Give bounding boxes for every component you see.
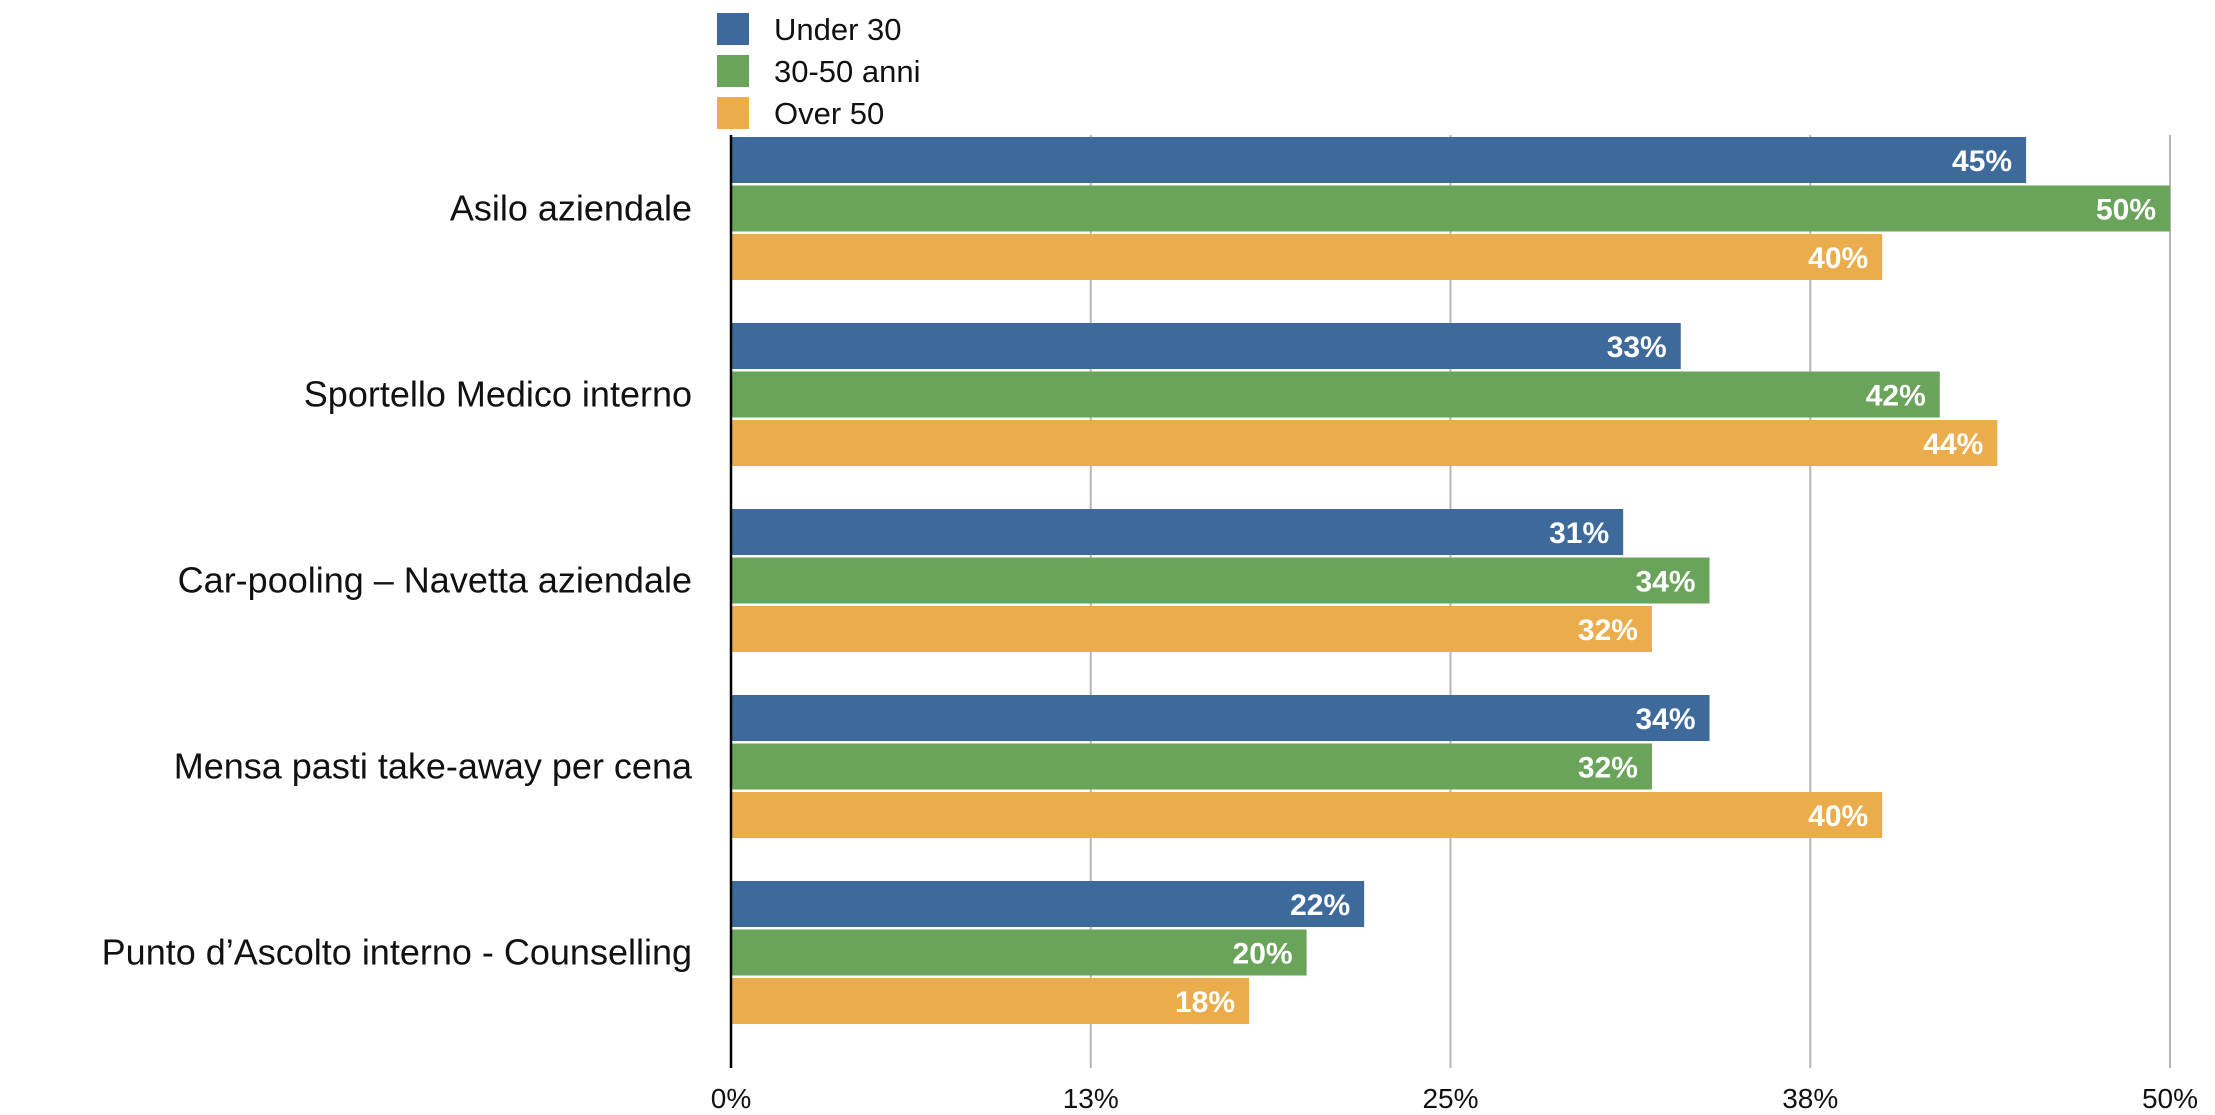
bar [731,557,1710,604]
bar [731,881,1365,927]
axis-layer: 0% 13% 25% 38% 50% Asilo aziendale Sportello M… [102,135,2198,1114]
bar-value-label: 31% [1549,517,1609,550]
x-tick-label: 25% [1422,1083,1478,1110]
category-label: Car-pooling – Navetta aziendale [178,560,692,601]
bar [731,509,1624,555]
bar-value-label: 42% [1866,380,1926,413]
category-label: Mensa pasti take-away per cena [174,746,693,787]
x-tick-label: 13% [1063,1083,1119,1110]
bar-value-label: 18% [1175,986,1235,1019]
bar-value-label: 45% [1952,145,2012,178]
bar [731,371,1940,418]
bar-value-label: 32% [1578,614,1638,647]
bar [731,929,1307,976]
bar [731,606,1652,652]
legend-swatch [717,97,749,129]
bar-value-label: 44% [1923,428,1983,461]
bar-value-label: 34% [1635,703,1695,736]
x-tick-label: 50% [2142,1083,2198,1110]
bar-value-label: 20% [1233,938,1293,971]
bar [731,420,1998,466]
bar-value-label: 34% [1635,566,1695,599]
category-label: Sportello Medico interno [304,374,692,415]
legend-label: 30-50 anni [774,54,921,89]
legend-swatch [717,55,749,87]
bar-value-label: 40% [1808,242,1868,275]
x-tick-label: 0% [711,1083,751,1110]
bar [731,137,2027,183]
bar [731,743,1652,790]
bar [731,234,1883,280]
category-label: Asilo aziendale [450,188,692,229]
legend-label: Under 30 [774,12,902,47]
bar-value-label: 50% [2096,194,2156,227]
bar [731,185,2170,232]
bar-value-label: 22% [1290,889,1350,922]
bars-layer: 45% 50% 40% 33% 42% 44% 31% 34% 32% 34% 32% 40% 22% 2… [731,137,2170,1024]
legend-swatch [717,13,749,45]
bar-value-label: 33% [1607,331,1667,364]
bar [731,323,1681,369]
bar [731,978,1250,1024]
legend-label: Over 50 [774,96,884,131]
bar [731,792,1883,838]
x-tick-label: 38% [1782,1083,1838,1110]
legend: Under 30 30-50 anni Over 50 [717,12,921,131]
bar-value-label: 32% [1578,752,1638,785]
bar [731,695,1710,741]
bar-value-label: 40% [1808,800,1868,833]
category-label: Punto d’Ascolto interno - Counselling [102,932,692,973]
